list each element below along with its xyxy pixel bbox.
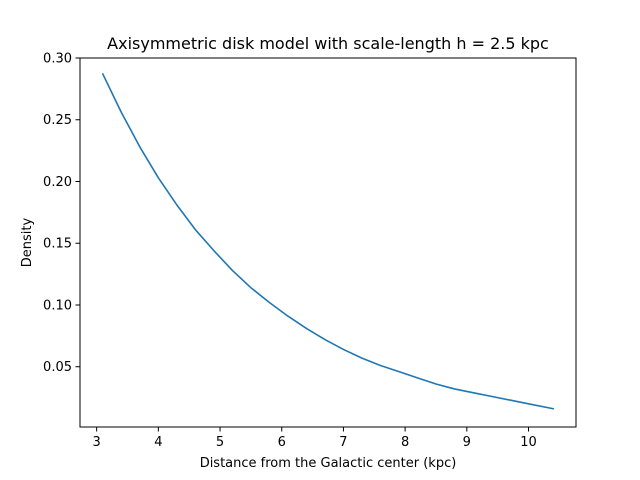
data-point	[139, 146, 141, 148]
data-point	[491, 396, 493, 398]
data-point	[269, 302, 271, 304]
data-point	[306, 328, 308, 330]
x-tick-label: 7	[339, 435, 347, 450]
data-point	[361, 357, 363, 359]
data-point	[472, 392, 474, 394]
x-axis-ticks: 3 4 5 6 7 8 9 10	[93, 427, 537, 450]
x-tick-label: 3	[93, 435, 101, 450]
y-tick-label: 0.30	[43, 52, 72, 67]
data-point	[102, 73, 104, 75]
data-point	[435, 383, 437, 385]
y-tick-label: 0.25	[43, 113, 72, 128]
data-point	[250, 287, 252, 289]
data-point	[417, 377, 419, 379]
data-point	[213, 250, 215, 252]
chart-title: Axisymmetric disk model with scale-lengt…	[107, 34, 549, 53]
data-point	[343, 349, 345, 351]
series-line-density	[101, 72, 555, 410]
data-point	[398, 371, 400, 373]
series-layer	[101, 72, 555, 410]
plot-area	[80, 58, 576, 427]
y-axis-ticks: 0.05 0.10 0.15 0.20 0.25 0.30	[43, 52, 80, 375]
data-point	[287, 315, 289, 317]
x-tick-label: 5	[216, 435, 224, 450]
data-point	[454, 388, 456, 390]
data-point	[552, 408, 554, 410]
data-point	[324, 339, 326, 341]
data-point	[528, 403, 530, 405]
x-tick-label: 9	[463, 435, 471, 450]
data-point	[232, 270, 234, 272]
y-tick-label: 0.05	[43, 360, 72, 375]
x-tick-label: 8	[401, 435, 409, 450]
data-point	[158, 177, 160, 179]
data-point	[176, 204, 178, 206]
x-tick-label: 4	[154, 435, 162, 450]
y-tick-label: 0.20	[43, 175, 72, 190]
data-point	[121, 112, 123, 114]
x-tick-label: 6	[278, 435, 286, 450]
y-tick-label: 0.15	[43, 237, 72, 252]
data-point	[380, 365, 382, 367]
x-tick-label: 10	[520, 435, 537, 450]
y-tick-label: 0.10	[43, 298, 72, 313]
y-axis-label: Density	[20, 217, 35, 267]
data-point	[509, 399, 511, 401]
x-axis-label: Distance from the Galactic center (kpc)	[200, 456, 457, 471]
axes-frame	[79, 57, 577, 428]
data-point	[195, 229, 197, 231]
